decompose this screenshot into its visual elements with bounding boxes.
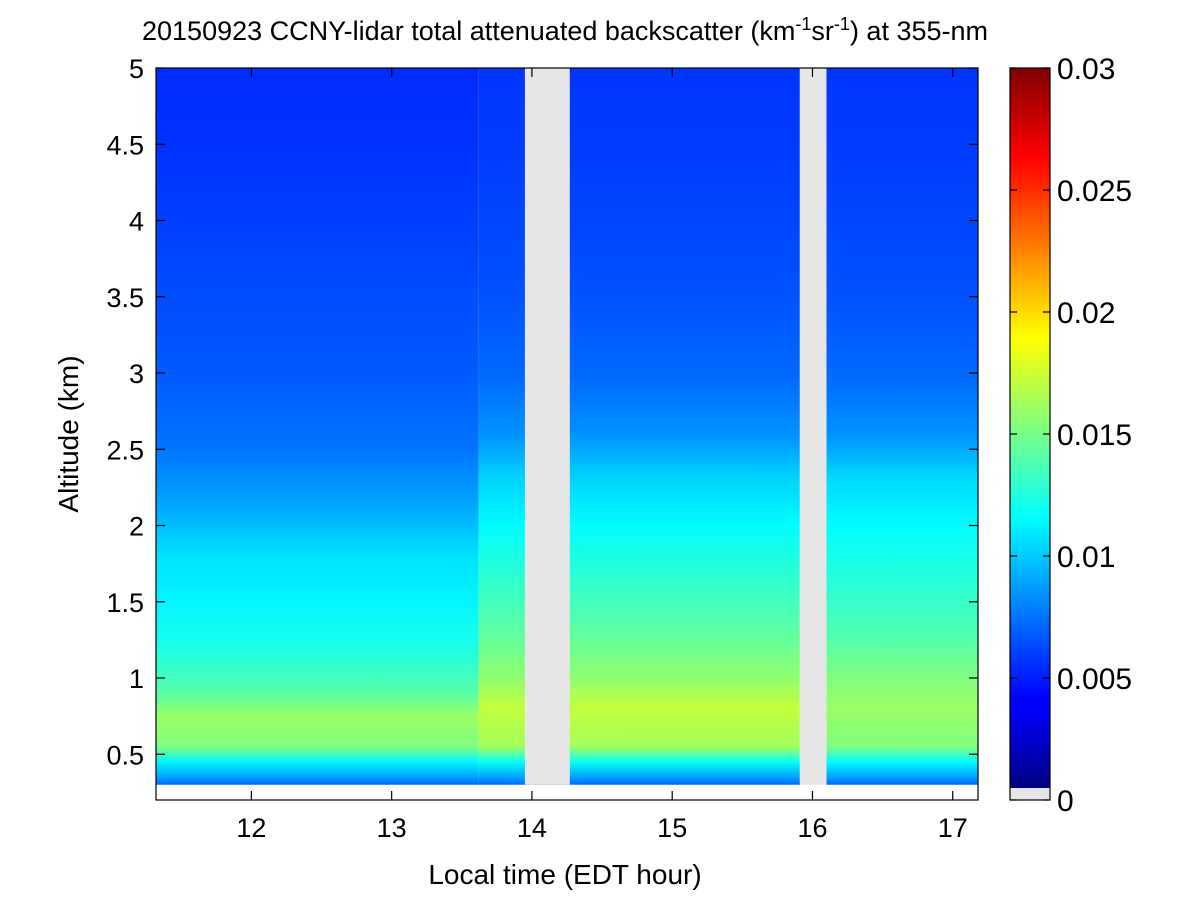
plot-area: 12 13 14 15 16 17 0.5 1 1.5 2 2.5 3 3.5 4 4.5 5 <box>106 54 979 843</box>
y-tick-label: 1 <box>129 664 144 694</box>
y-axis-label: Altitude (km) <box>53 355 84 512</box>
colorbar: 0 0.005 0.01 0.015 0.02 0.025 0.03 <box>1009 53 1132 818</box>
colorbar-tick-label: 0.02 <box>1057 297 1115 330</box>
y-tick-label: 1.5 <box>106 588 144 618</box>
heatmap-segment <box>156 68 479 785</box>
colorbar-tick-label: 0.01 <box>1057 541 1115 574</box>
colorbar-missing-swatch <box>1010 788 1050 800</box>
missing-data-gap <box>524 68 570 785</box>
y-tick-label: 0.5 <box>106 740 144 770</box>
plot-frame <box>155 67 979 801</box>
y-tick-label: 3.5 <box>106 283 144 313</box>
colorbar-tick-label: 0.015 <box>1057 419 1132 452</box>
missing-data-gap <box>799 68 827 785</box>
colorbar-tick-label: 0.03 <box>1057 53 1115 86</box>
missing-data-gaps <box>524 68 827 785</box>
x-tick-label: 14 <box>517 813 547 843</box>
colorbar-tick-label: 0.005 <box>1057 663 1132 696</box>
x-axis: 12 13 14 15 16 17 <box>236 68 968 843</box>
title-superscript: -1 <box>795 14 811 34</box>
colorbar-gradient <box>1010 68 1050 788</box>
y-tick-label: 2.5 <box>106 435 144 465</box>
y-tick-label: 4 <box>129 207 144 237</box>
chart-title: 20150923 CCNY-lidar total attenuated bac… <box>142 14 988 46</box>
y-tick-label: 5 <box>129 54 144 84</box>
y-tick-label: 2 <box>129 512 144 542</box>
x-tick-label: 16 <box>797 813 827 843</box>
x-tick-label: 12 <box>236 813 266 843</box>
colorbar-tick-label: 0 <box>1057 785 1074 818</box>
title-superscript: -1 <box>834 14 850 34</box>
y-axis: 0.5 1 1.5 2 2.5 3 3.5 4 4.5 5 <box>106 54 978 770</box>
x-axis-label: Local time (EDT hour) <box>428 859 701 890</box>
heatmap-segment <box>826 68 978 785</box>
colorbar-tick-label: 0.025 <box>1057 175 1132 208</box>
x-tick-label: 17 <box>938 813 968 843</box>
y-tick-label: 4.5 <box>106 130 144 160</box>
x-tick-label: 13 <box>377 813 407 843</box>
y-tick-label: 3 <box>129 359 144 389</box>
colorbar-ticks: 0 0.005 0.01 0.015 0.02 0.025 0.03 <box>1010 53 1132 818</box>
x-tick-label: 15 <box>657 813 687 843</box>
